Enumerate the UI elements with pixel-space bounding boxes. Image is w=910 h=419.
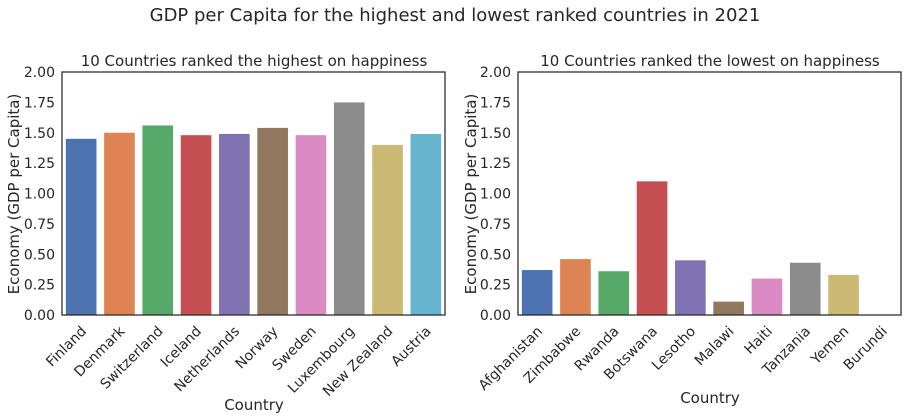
chart-left-xticks: FinlandDenmarkSwitzerlandIcelandNetherla… bbox=[43, 323, 434, 400]
chart-right-bars bbox=[521, 181, 859, 315]
y-tick-label: 1.00 bbox=[480, 187, 511, 203]
bar-haiti bbox=[751, 278, 783, 315]
bar-sweden bbox=[295, 135, 327, 315]
chart-right: 10 Countries ranked the lowest on happin… bbox=[462, 52, 902, 407]
y-tick-label: 1.50 bbox=[24, 126, 55, 142]
y-tick-label: 1.25 bbox=[480, 156, 511, 172]
bar-zimbabwe bbox=[560, 259, 591, 315]
y-tick-label: 1.25 bbox=[24, 156, 55, 172]
chart-right-title: 10 Countries ranked the lowest on happin… bbox=[540, 52, 880, 70]
bar-norway bbox=[257, 127, 288, 315]
bar-austria bbox=[410, 133, 442, 315]
y-tick-label: 1.00 bbox=[24, 187, 55, 203]
bar-netherlands bbox=[219, 133, 250, 315]
chart-left-yticks: 0.00 0.25 0.50 0.75 1.00 1.25 1.50 1.75 2.00 bbox=[24, 65, 55, 324]
chart-left-bars bbox=[65, 102, 442, 316]
bar-tanzania bbox=[789, 262, 821, 315]
y-tick-label: 1.75 bbox=[24, 95, 55, 111]
y-tick-label: 0.25 bbox=[24, 278, 55, 294]
bar-finland bbox=[65, 138, 97, 315]
y-tick-label: 0.00 bbox=[480, 308, 511, 324]
chart-left-ylabel: Economy (GDP per Capita) bbox=[5, 94, 23, 295]
chart-right-frame bbox=[517, 71, 902, 316]
y-tick-label: 0.75 bbox=[24, 217, 55, 233]
x-tick-label: New Zealand bbox=[320, 324, 396, 400]
x-tick-label: Haiti bbox=[742, 324, 776, 358]
bar-switzerland bbox=[142, 125, 174, 316]
y-tick-label: 0.25 bbox=[480, 278, 511, 294]
y-tick-label: 2.00 bbox=[24, 65, 55, 81]
chart-right-xticks: AfghanistanZimbabweRwandaBotswanaLesotho… bbox=[476, 324, 891, 394]
figure-suptitle: GDP per Capita for the highest and lowes… bbox=[149, 5, 761, 26]
y-tick-label: 2.00 bbox=[480, 65, 511, 81]
chart-left-title: 10 Countries ranked the highest on happi… bbox=[81, 52, 428, 70]
bar-iceland bbox=[180, 135, 212, 315]
x-tick-label: Austria bbox=[388, 324, 434, 370]
y-tick-label: 1.75 bbox=[480, 95, 511, 111]
bar-yemen bbox=[828, 274, 859, 315]
chart-right-ylabel: Economy (GDP per Capita) bbox=[462, 94, 480, 295]
chart-right-xlabel: Country bbox=[680, 389, 740, 407]
x-tick-label: Luxembourg bbox=[285, 324, 358, 397]
bar-rwanda bbox=[598, 271, 630, 315]
bar-malawi bbox=[713, 301, 744, 315]
bar-luxembourg bbox=[333, 102, 365, 315]
y-tick-label: 0.50 bbox=[24, 247, 55, 263]
y-tick-label: 0.75 bbox=[480, 217, 511, 233]
y-tick-label: 0.50 bbox=[480, 247, 511, 263]
x-tick-label: Malawi bbox=[692, 324, 738, 370]
bar-botswana bbox=[636, 181, 668, 315]
bar-new-zealand bbox=[372, 144, 403, 315]
bar-afghanistan bbox=[521, 270, 553, 315]
y-tick-label: 1.50 bbox=[480, 126, 511, 142]
chart-right-yticks: 0.00 0.25 0.50 0.75 1.00 1.25 1.50 1.75 2.00 bbox=[480, 65, 511, 324]
chart-left-xlabel: Country bbox=[224, 396, 284, 414]
bar-denmark bbox=[104, 132, 135, 315]
chart-left-frame bbox=[61, 71, 446, 316]
chart-left: 10 Countries ranked the highest on happi… bbox=[5, 52, 446, 414]
bar-lesotho bbox=[675, 260, 706, 315]
y-tick-label: 0.00 bbox=[24, 308, 55, 324]
